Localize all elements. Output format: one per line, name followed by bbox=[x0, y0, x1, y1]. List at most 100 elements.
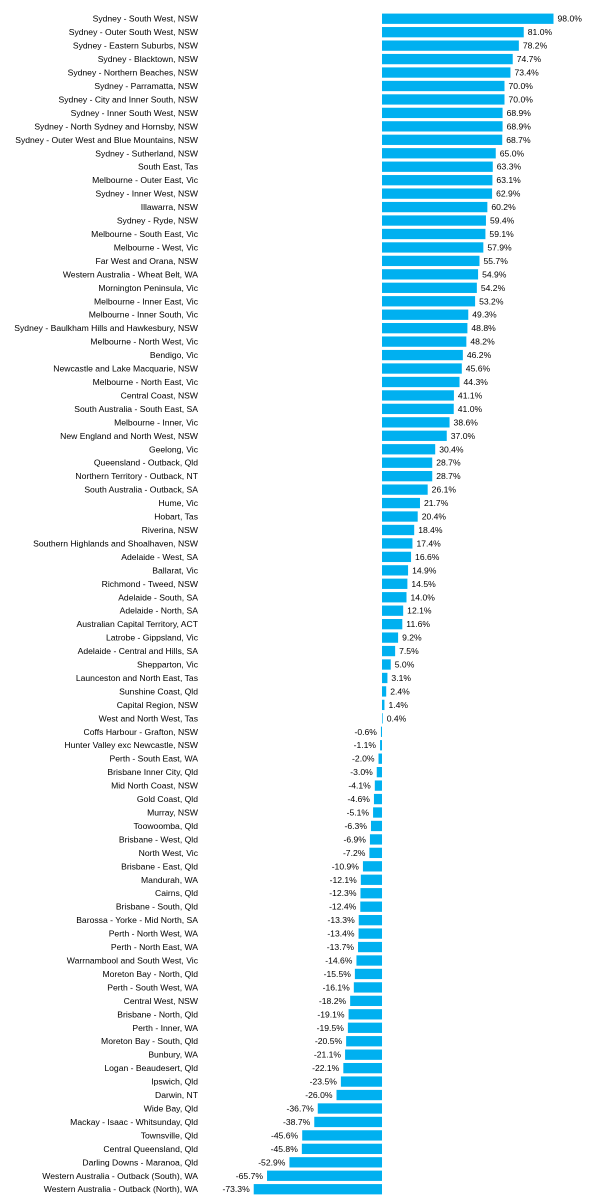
bar bbox=[382, 107, 503, 119]
category-label: Adelaide - West, SA bbox=[121, 552, 198, 562]
category-label: Wide Bay, Qld bbox=[144, 1104, 199, 1114]
data-label: 57.9% bbox=[487, 242, 512, 252]
bar bbox=[348, 1009, 382, 1020]
bar bbox=[382, 323, 468, 334]
data-label: 78.2% bbox=[523, 41, 548, 51]
data-label: 7.5% bbox=[399, 646, 419, 656]
data-label: 46.2% bbox=[467, 350, 492, 360]
data-label: -23.5% bbox=[310, 1077, 338, 1087]
data-label: -22.1% bbox=[312, 1063, 340, 1073]
category-label: Ballarat, Vic bbox=[152, 565, 198, 575]
bar bbox=[382, 497, 420, 509]
category-label: Darling Downs - Maranoa, Qld bbox=[82, 1157, 198, 1167]
bar bbox=[362, 861, 382, 872]
data-label: 28.7% bbox=[436, 458, 461, 468]
data-label: 45.6% bbox=[466, 364, 491, 374]
data-label: 16.6% bbox=[415, 552, 440, 562]
bar bbox=[382, 269, 479, 280]
bar bbox=[380, 726, 382, 737]
bar bbox=[350, 995, 382, 1007]
category-label: Hunter Valley exc Newcastle, NSW bbox=[64, 740, 198, 750]
bar bbox=[382, 336, 467, 347]
category-label: Bendigo, Vic bbox=[150, 350, 199, 360]
data-label: 60.2% bbox=[491, 202, 516, 212]
bar bbox=[382, 309, 469, 320]
data-label: 9.2% bbox=[402, 633, 422, 643]
category-label: Hume, Vic bbox=[159, 498, 199, 508]
data-label: -13.7% bbox=[327, 942, 355, 952]
data-label: -14.6% bbox=[325, 956, 353, 966]
data-label: -18.2% bbox=[319, 996, 347, 1006]
category-label: Darwin, NT bbox=[155, 1090, 199, 1100]
bar bbox=[358, 915, 383, 926]
bar bbox=[382, 484, 428, 495]
data-label: -4.1% bbox=[348, 781, 371, 791]
bar bbox=[314, 1116, 382, 1128]
bar bbox=[376, 767, 382, 778]
category-label: Adelaide - South, SA bbox=[118, 592, 198, 602]
bar bbox=[382, 659, 391, 670]
bar bbox=[382, 645, 396, 657]
category-label: Hobart, Tas bbox=[154, 512, 198, 522]
bar bbox=[353, 982, 382, 993]
data-label: 55.7% bbox=[483, 256, 508, 266]
data-label: 14.9% bbox=[412, 565, 437, 575]
category-label: Illawarra, NSW bbox=[141, 202, 199, 212]
bar bbox=[382, 161, 493, 172]
data-label: -6.9% bbox=[343, 834, 366, 844]
bar bbox=[358, 928, 382, 939]
bar bbox=[301, 1143, 382, 1155]
data-label: -3.0% bbox=[350, 767, 373, 777]
data-label: 98.0% bbox=[558, 14, 583, 24]
bar bbox=[340, 1076, 383, 1087]
data-label: 18.4% bbox=[418, 525, 443, 535]
category-label: Sydney - Eastern Suburbs, NSW bbox=[73, 41, 199, 51]
bar bbox=[382, 134, 503, 145]
bar bbox=[382, 67, 511, 78]
bar bbox=[360, 888, 383, 899]
bar bbox=[343, 1062, 382, 1074]
category-labels-group: Sydney - South West, NSW Sydney - Outer S… bbox=[14, 14, 199, 1194]
data-label: -19.5% bbox=[317, 1023, 345, 1033]
bar bbox=[382, 40, 519, 51]
bar bbox=[253, 1184, 382, 1195]
bar bbox=[369, 847, 382, 859]
category-label: Northern Territory - Outback, NT bbox=[75, 471, 198, 481]
category-label: Sydney - Northern Beaches, NSW bbox=[68, 68, 199, 78]
bar bbox=[373, 807, 382, 818]
bar bbox=[382, 417, 450, 428]
bar bbox=[289, 1157, 383, 1168]
bar bbox=[345, 1049, 382, 1060]
category-label: Sydney - Blacktown, NSW bbox=[98, 54, 199, 64]
data-label: -7.2% bbox=[343, 848, 366, 858]
category-label: Melbourne - Inner East, Vic bbox=[94, 296, 199, 306]
category-label: Australian Capital Territory, ACT bbox=[77, 619, 199, 629]
bar bbox=[382, 242, 484, 253]
bar bbox=[382, 80, 505, 92]
bar bbox=[382, 471, 433, 482]
category-label: West and North West, Tas bbox=[99, 713, 198, 723]
category-label: Far West and Orana, NSW bbox=[95, 256, 198, 266]
data-label: 81.0% bbox=[528, 27, 553, 37]
data-label: 28.7% bbox=[436, 471, 461, 481]
category-label: Sydney - Inner South West, NSW bbox=[71, 108, 199, 118]
data-label: -2.0% bbox=[352, 754, 375, 764]
category-label: Perth - South West, WA bbox=[107, 982, 198, 992]
data-label: 0.4% bbox=[387, 713, 407, 723]
data-label: -52.9% bbox=[258, 1157, 286, 1167]
data-label: 37.0% bbox=[451, 431, 476, 441]
category-label: Sydney - Baulkham Hills and Hawkesbury, … bbox=[14, 323, 199, 333]
bar bbox=[382, 228, 486, 240]
data-label: -20.5% bbox=[315, 1036, 343, 1046]
category-label: Melbourne - North East, Vic bbox=[93, 377, 199, 387]
data-label: 26.1% bbox=[432, 485, 457, 495]
bar bbox=[378, 753, 382, 764]
bar bbox=[382, 188, 493, 199]
bar bbox=[360, 874, 382, 885]
bar bbox=[382, 390, 454, 401]
bar bbox=[370, 820, 383, 832]
category-label: Latrobe - Gippsland, Vic bbox=[106, 633, 199, 643]
category-label: Sydney - Ryde, NSW bbox=[117, 216, 199, 226]
category-label: Sydney - Outer South West, NSW bbox=[69, 27, 199, 37]
category-label: Queensland - Outback, Qld bbox=[94, 458, 198, 468]
